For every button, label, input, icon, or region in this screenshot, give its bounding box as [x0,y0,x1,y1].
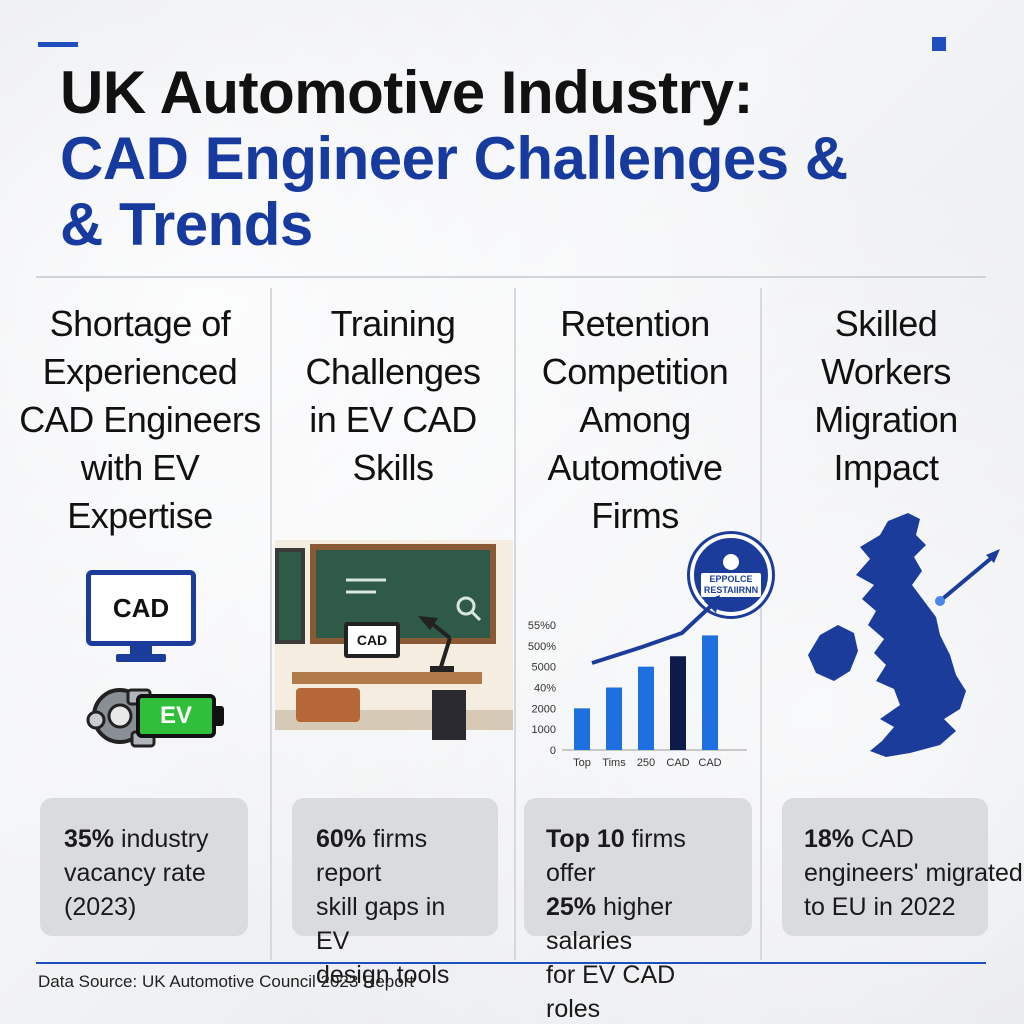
column-1-title-line: Experienced [42,351,238,392]
stat-1-highlight: 35% [64,825,115,853]
stat-2-text: skill gaps in EV [316,893,446,955]
column-4-title: Skilled Workers Migration Impact [766,300,1006,492]
stat-3-text: firms offer [546,825,686,887]
cad-monitor-label: CAD [112,592,170,623]
stat-box-1: 35% industry vacancy rate (2023) [40,798,248,936]
column-3-title-line: Competition [541,351,729,392]
y-tick-label: 0 [550,745,556,757]
y-tick-label: 1000 [532,724,556,736]
column-4-title-line: Impact [833,447,939,488]
y-tick-label: 5000 [532,662,556,674]
bar [606,687,622,750]
column-2-title: Training Challenges in EV CAD Skills [276,300,510,492]
bar [638,666,654,750]
bar [670,656,686,750]
column-2-title-line: in EV CAD [309,399,477,440]
title-divider [36,276,986,278]
column-1-title: Shortage of Experienced CAD Engineers wi… [8,300,272,540]
accent-square-right [932,37,946,51]
chalkboard-marks [346,578,482,622]
column-divider [270,288,272,960]
stat-1-text: vacancy rate [64,859,206,887]
column-4-title-line: Migration [814,399,958,440]
title-line-2: CAD Engineer Challenges & [60,125,848,192]
trend-arrow [591,603,714,665]
stat-4-text: CAD [854,825,914,853]
x-tick-label: 250 [637,757,655,769]
stat-4-text: to EU in 2022 [804,893,956,921]
monitor-base-icon [116,654,166,662]
desk-monitor-label: CAD [356,632,388,648]
badge-label-line: RESTAIIRNN [703,584,759,595]
stat-2-highlight: 60% [316,825,367,853]
computer-tower-icon [432,690,466,740]
y-tick-label: 500% [528,641,556,653]
trend-arrow-head [704,595,720,613]
stat-box-4: 18% CAD engineers' migrated to EU in 202… [782,798,1023,936]
ev-battery-label: EV [159,702,192,729]
desk-monitor-icon: CAD [344,622,400,658]
column-1-title-line: CAD Engineers [19,399,261,440]
stat-2-text: design tools [316,961,450,989]
cad-monitor-icon: CAD [86,570,196,646]
salary-bar-chart: 0 1000 2000 40% 5000 500% 55%0 Top Tims 250 CAD CAD [528,595,747,769]
employee-retention-badge-icon: EPPOLCE RESTAIIRNN [690,534,772,616]
stat-4-highlight: 18% [804,825,855,853]
desk-icon [292,672,482,684]
stat-1-text: industry [114,825,209,853]
column-3-title-line: Automotive [547,447,723,488]
column-2-title-line: Challenges [305,351,481,392]
chalkboard-icon [310,544,496,644]
stat-4-text: engineers' migrated [804,859,1023,887]
stat-1-text: (2023) [64,893,137,921]
chair-icon [296,688,360,722]
side-board-icon [275,548,305,644]
footer-divider [36,962,986,964]
title-line-1: UK Automotive Industry: [60,59,753,126]
y-tick-label: 55%0 [528,620,556,632]
y-tick-label: 2000 [532,703,556,715]
column-3-title-line: Among [579,399,691,440]
column-3-title-line: Retention [560,303,710,344]
column-1-title-line: Expertise [67,495,213,536]
column-4-title-line: Workers [821,351,951,392]
bar [702,635,718,750]
column-2-title-line: Training [330,303,456,344]
column-divider [760,288,762,960]
uk-map-icon [808,513,1000,757]
stat-3-text: higher salaries [546,893,673,955]
badge-label-line: EPPOLCE [709,573,753,584]
stat-box-3: Top 10 firms offer 25% higher salaries f… [524,798,752,1023]
data-source: Data Source: UK Automotive Council 2023 … [38,972,415,991]
ev-battery-icon: EV [136,694,216,738]
monitor-stand-icon [130,646,152,656]
stat-3-highlight: Top 10 [546,825,625,853]
column-2-title-line: Skills [352,447,434,488]
person-icon [723,553,739,570]
column-3-title: Retention Competition Among Automotive F… [518,300,752,540]
stat-3-highlight: 25% [546,893,597,921]
column-divider [514,288,516,960]
column-1-title-line: with EV [80,447,200,488]
title-line-3: & Trends [60,191,313,258]
stat-3-text: for EV CAD roles [546,961,676,1023]
y-tick-label: 40% [534,683,556,695]
page-title: UK Automotive Industry: CAD Engineer Cha… [60,60,1000,258]
battery-tip-icon [216,706,224,726]
x-tick-label: CAD [666,757,689,769]
column-1-title-line: Shortage of [49,303,231,344]
x-tick-label: Top [573,757,591,769]
bar [574,708,590,750]
stat-2-text: firms report [316,825,428,887]
stat-box-2: 60% firms report skill gaps in EV design… [292,798,498,989]
accent-bar-left [38,42,78,47]
badge-label: EPPOLCE RESTAIIRNN [700,572,762,597]
x-tick-label: Tims [602,757,626,769]
column-3-title-line: Firms [591,495,679,536]
column-4-title-line: Skilled [834,303,938,344]
x-tick-label: CAD [698,757,721,769]
desk-lamp-icon [418,616,454,672]
